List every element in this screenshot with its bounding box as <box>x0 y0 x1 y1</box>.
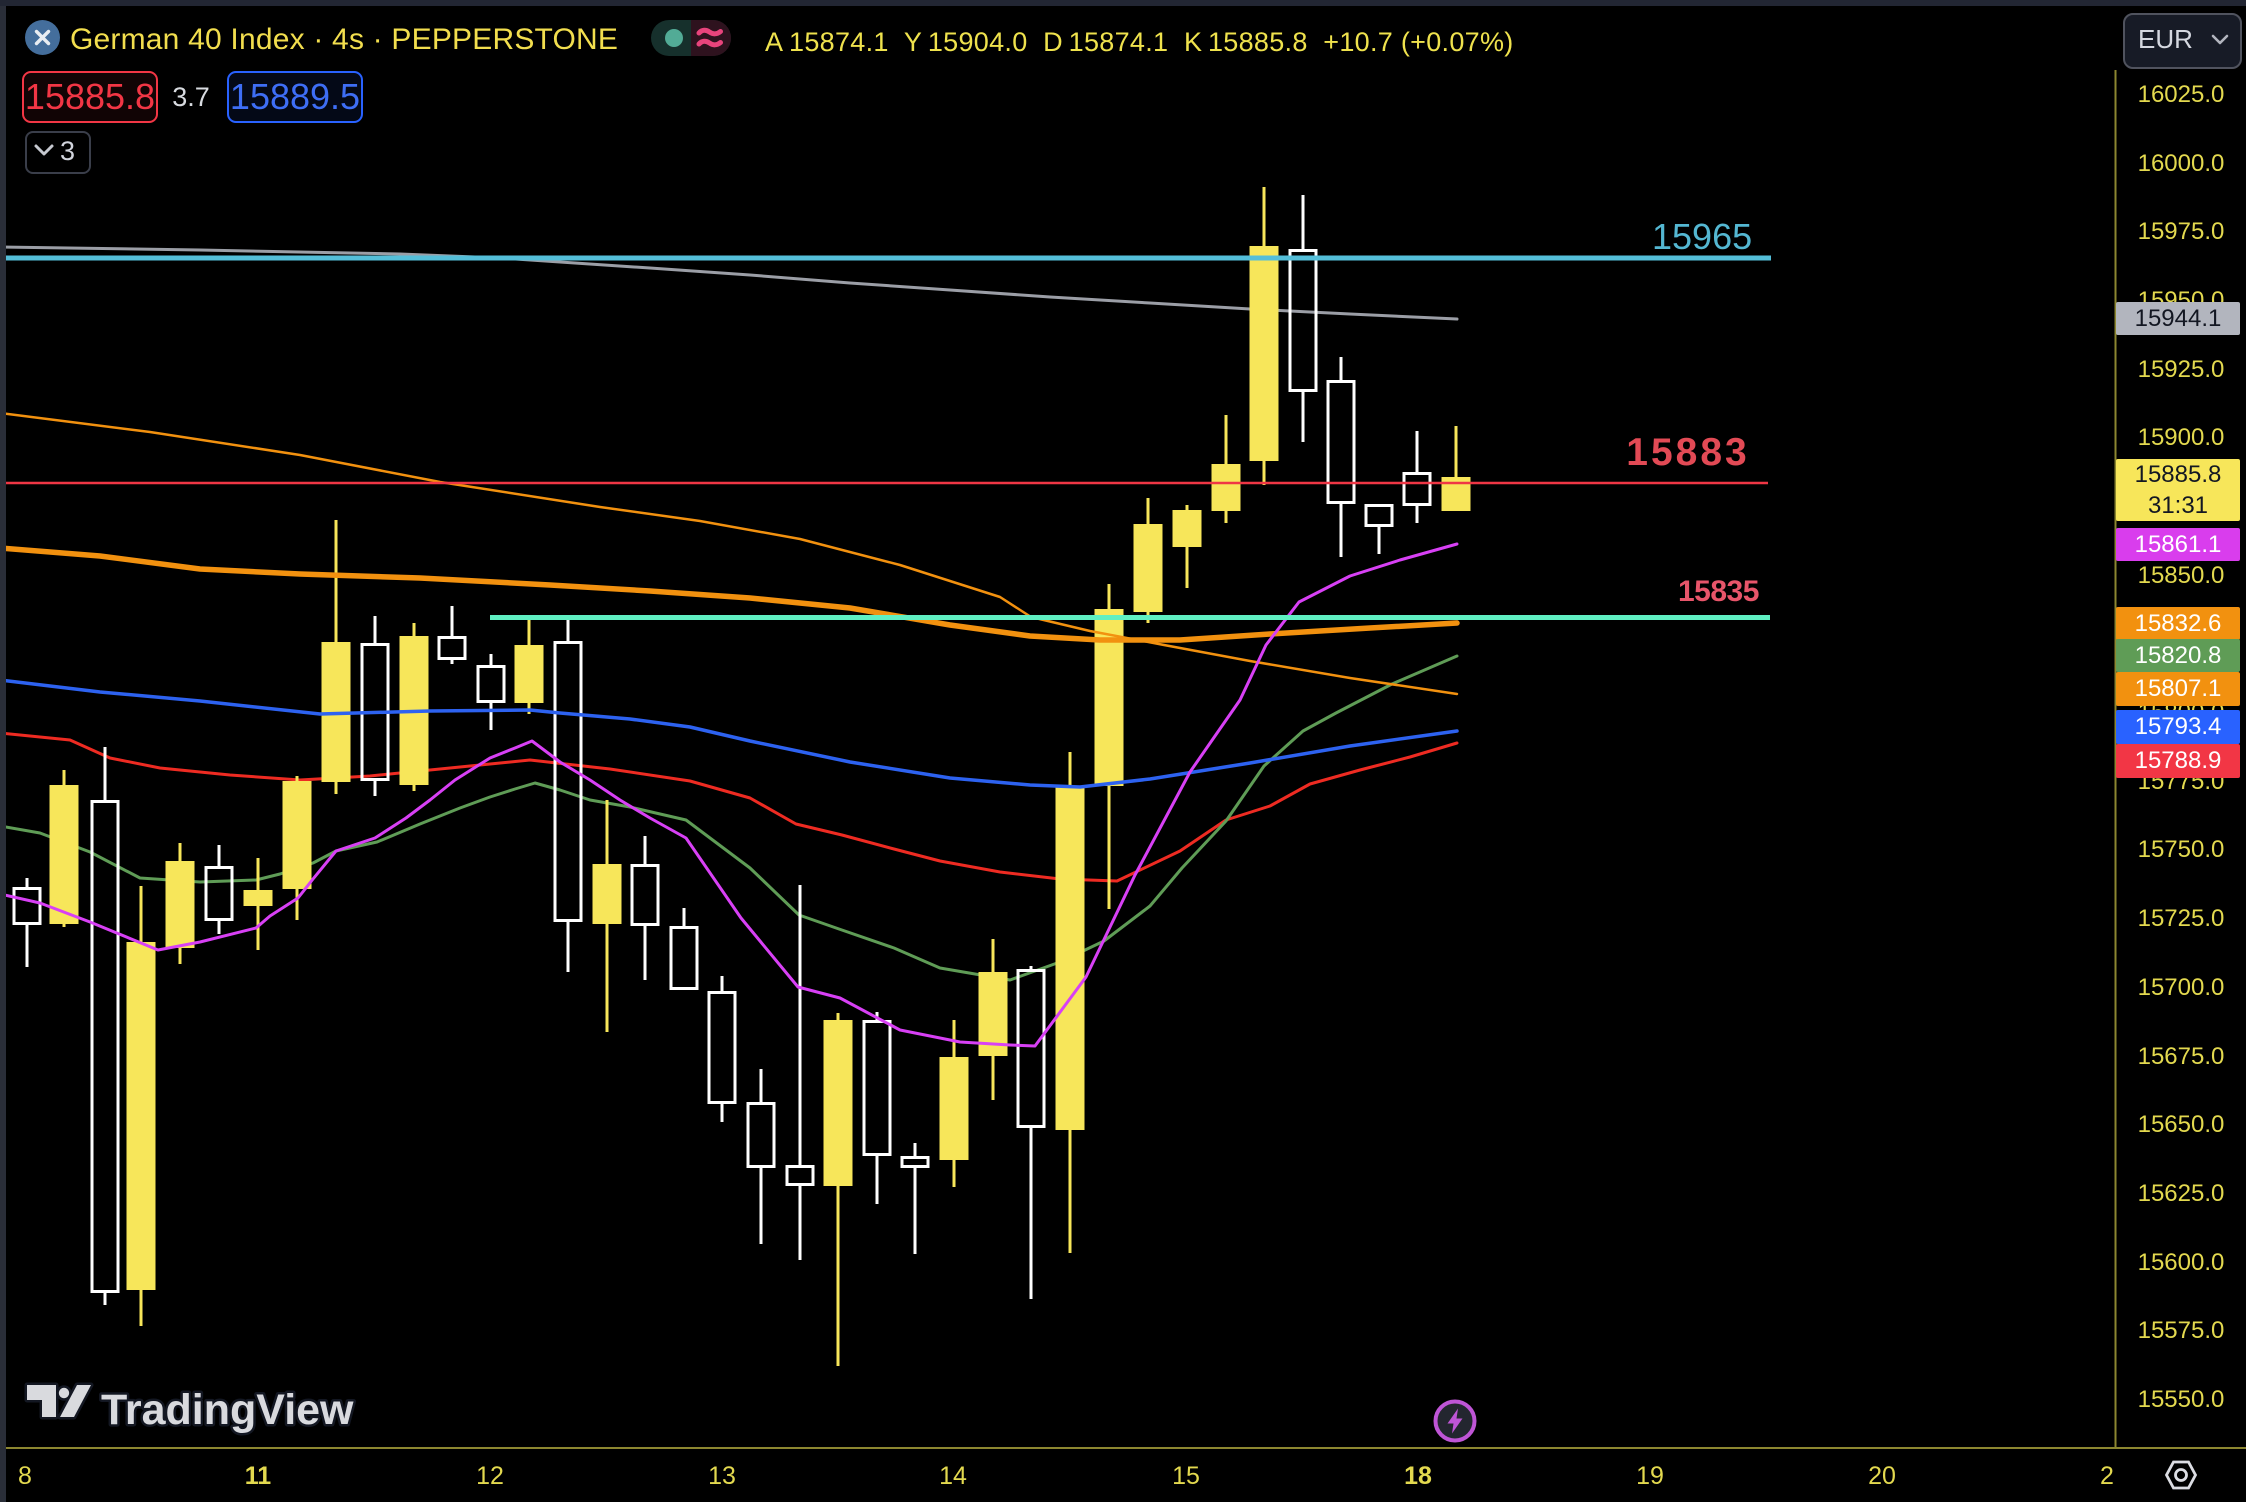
svg-text:TradingView: TradingView <box>101 1386 354 1434</box>
